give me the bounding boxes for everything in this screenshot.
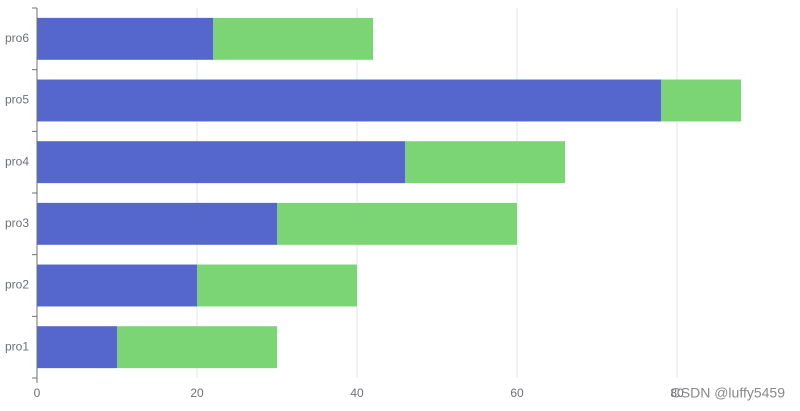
bar [37, 79, 661, 122]
x-tick-label: 60 [510, 386, 524, 400]
bar [37, 326, 117, 369]
bar [213, 17, 373, 60]
y-tick-label: pro3 [5, 216, 29, 230]
bar [405, 141, 565, 184]
bar [197, 264, 357, 307]
bar [661, 79, 741, 122]
bar [117, 326, 277, 369]
y-tick-label: pro4 [5, 154, 29, 168]
x-tick-label: 20 [190, 386, 204, 400]
watermark: CSDN @luffy5459 [671, 385, 786, 401]
x-tick-label: 0 [34, 386, 41, 400]
y-tick-label: pro2 [5, 278, 29, 292]
y-tick-label: pro5 [5, 93, 29, 107]
x-tick-label: 40 [350, 386, 364, 400]
y-tick-label: pro1 [5, 339, 29, 353]
bar [277, 202, 517, 245]
y-tick-label: pro6 [5, 31, 29, 45]
bar [37, 17, 213, 60]
bar [37, 202, 277, 245]
x-tick-label: 80 [670, 386, 684, 400]
bar [37, 141, 405, 184]
bar [37, 264, 197, 307]
